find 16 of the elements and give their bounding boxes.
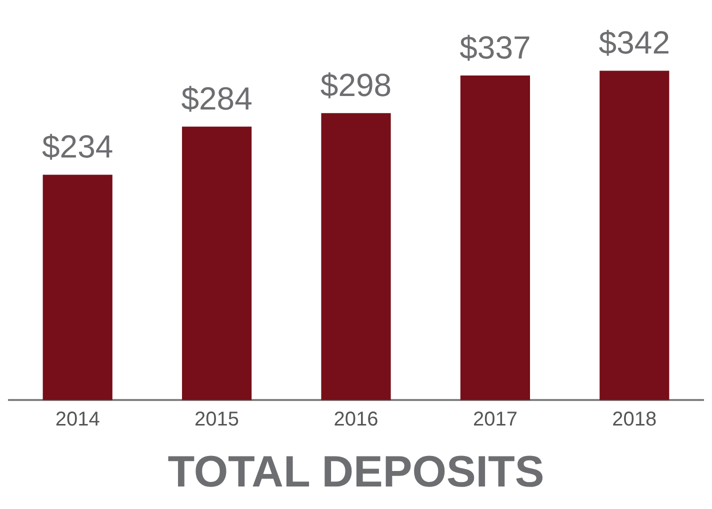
data-label: $234 [42,128,114,165]
x-tick-label: 2018 [612,408,657,431]
bar [182,126,252,400]
x-tick-label: 2017 [472,408,518,431]
bar [460,76,530,400]
data-label: $298 [320,66,392,103]
text: TOTAL DEPOSITS [168,448,544,497]
data-label: $342 [598,24,670,61]
x-tick-label: 2016 [334,408,378,431]
x-tick-label: 2015 [194,408,240,431]
data-label: $284 [181,80,252,116]
data-label: $337 [460,29,531,66]
bar [600,70,670,400]
bar [42,174,112,400]
bar [321,113,391,400]
x-tick-label: 2014 [55,408,100,431]
